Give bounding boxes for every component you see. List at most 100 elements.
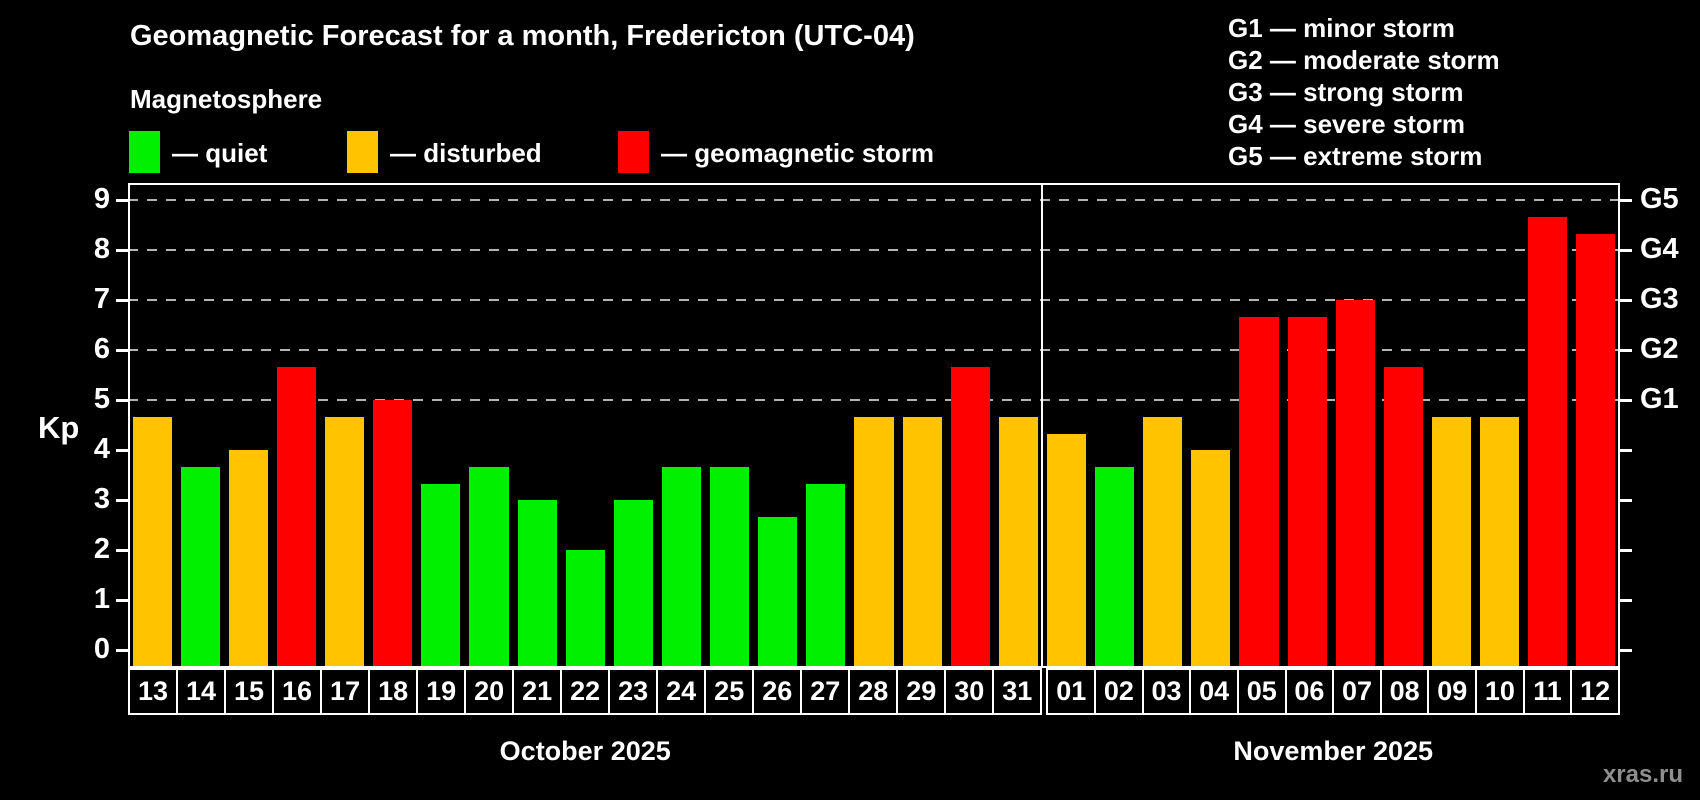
g-scale-label-g4: G4	[1640, 233, 1679, 265]
date-cell-28: 28	[848, 670, 896, 713]
y-axis-tick	[116, 649, 128, 652]
kp-bar-23	[613, 500, 653, 668]
kp-bar-27	[806, 483, 846, 668]
right-axis-tick	[1620, 549, 1632, 552]
date-cell-22: 22	[560, 670, 608, 713]
kp-bar-24	[661, 466, 702, 668]
y-axis-label: 9	[93, 183, 110, 215]
disturbed-legend-label: — disturbed	[390, 138, 542, 168]
y-axis-tick	[116, 549, 128, 552]
date-cell-19: 19	[416, 670, 464, 713]
date-cell-21: 21	[512, 670, 560, 713]
kp-bar-11	[1528, 216, 1568, 668]
date-cell-07: 07	[1332, 670, 1380, 713]
date-cell-25: 25	[704, 670, 752, 713]
date-cell-04: 04	[1189, 670, 1237, 713]
g-scale-label-g3: G3	[1640, 283, 1679, 315]
date-cell-18: 18	[368, 670, 416, 713]
gridline-kp7	[128, 299, 1620, 301]
month-label: October 2025	[499, 736, 671, 766]
magnetosphere-subtitle: Magnetosphere	[130, 84, 323, 114]
right-axis-tick	[1620, 499, 1632, 502]
disturbed-color-swatch	[347, 131, 378, 173]
gridline-kp8	[128, 249, 1620, 251]
kp-bar-21	[517, 500, 557, 668]
quiet-color-swatch	[129, 131, 160, 173]
y-axis-tick	[116, 199, 128, 202]
kp-bar-31	[998, 416, 1038, 668]
page-title: Geomagnetic Forecast for a month, Freder…	[130, 20, 915, 52]
kp-bar-14	[180, 466, 220, 668]
storm-legend-label: — geomagnetic storm	[661, 138, 935, 168]
date-cell-15: 15	[224, 670, 272, 713]
month-divider	[1041, 183, 1044, 668]
kp-bar-19	[421, 483, 461, 668]
kp-bar-16	[276, 366, 316, 668]
y-axis-tick	[116, 449, 128, 452]
kp-bar-08	[1383, 366, 1423, 668]
y-axis-label: 6	[93, 333, 110, 365]
y-axis-tick	[116, 299, 128, 302]
date-cell-27: 27	[800, 670, 848, 713]
date-cell-20: 20	[464, 670, 512, 713]
g-scale-label-g1: G1	[1640, 383, 1679, 415]
right-axis-tick	[1620, 199, 1632, 202]
y-axis-label: 8	[93, 233, 110, 265]
kp-bar-20	[469, 466, 509, 668]
date-cell-12: 12	[1570, 670, 1618, 713]
y-axis-tick	[116, 349, 128, 352]
kp-bar-chart-plot	[128, 183, 1620, 668]
kp-bar-15	[228, 450, 268, 668]
g2-legend-line: G2 — moderate storm	[1228, 45, 1500, 75]
right-axis-tick	[1620, 299, 1632, 302]
kp-bar-10	[1480, 416, 1520, 668]
date-cell-03: 03	[1141, 670, 1190, 713]
storm-color-swatch	[618, 131, 649, 173]
y-axis-tick	[116, 599, 128, 602]
month-label: November 2025	[1233, 736, 1434, 766]
right-axis-tick	[1620, 399, 1632, 402]
y-axis-tick	[116, 399, 128, 402]
kp-bar-02	[1095, 466, 1135, 668]
y-axis-label: 0	[93, 633, 110, 665]
right-axis-tick	[1620, 449, 1632, 452]
date-cell-13: 13	[137, 676, 169, 706]
kp-bar-22	[565, 550, 605, 668]
kp-bar-18	[373, 400, 413, 668]
kp-bar-29	[902, 416, 942, 668]
date-cell-08: 08	[1379, 670, 1428, 713]
date-cell-01: 01	[1056, 676, 1087, 706]
date-cell-31: 31	[992, 670, 1040, 713]
date-cell-29: 29	[896, 670, 944, 713]
kp-bar-25	[710, 466, 750, 668]
gridline-kp5	[128, 399, 1620, 401]
y-axis-title: Kp	[38, 410, 80, 445]
quiet-legend-label: — quiet	[172, 138, 268, 168]
date-cell-24: 24	[656, 670, 704, 713]
date-cell-16: 16	[272, 670, 320, 713]
y-axis-label: 2	[93, 533, 110, 565]
date-strip-right: 01 02 03 04 05 06 07 08 09 10 11 12	[1046, 668, 1620, 715]
g1-legend-line: G1 — minor storm	[1228, 13, 1455, 43]
right-axis-tick	[1620, 349, 1632, 352]
kp-bar-06	[1287, 316, 1327, 668]
date-cell-14: 14	[176, 670, 224, 713]
y-axis-label: 7	[93, 283, 110, 315]
g-scale-label-g5: G5	[1640, 183, 1679, 215]
date-cell-26: 26	[752, 670, 800, 713]
date-cell-17: 17	[320, 670, 368, 713]
gridline-kp6	[128, 349, 1620, 351]
date-cell-30: 30	[944, 670, 992, 713]
kp-bar-07	[1335, 300, 1375, 668]
date-cell-23: 23	[608, 670, 656, 713]
kp-bar-05	[1239, 316, 1279, 668]
y-axis-label: 5	[93, 383, 110, 415]
date-cell-09: 09	[1427, 670, 1475, 713]
g5-legend-line: G5 — extreme storm	[1228, 141, 1483, 171]
y-axis-label: 4	[93, 433, 110, 465]
kp-bar-03	[1143, 416, 1183, 668]
kp-bar-04	[1191, 450, 1231, 668]
kp-bar-17	[325, 416, 365, 668]
kp-bar-30	[950, 366, 990, 668]
